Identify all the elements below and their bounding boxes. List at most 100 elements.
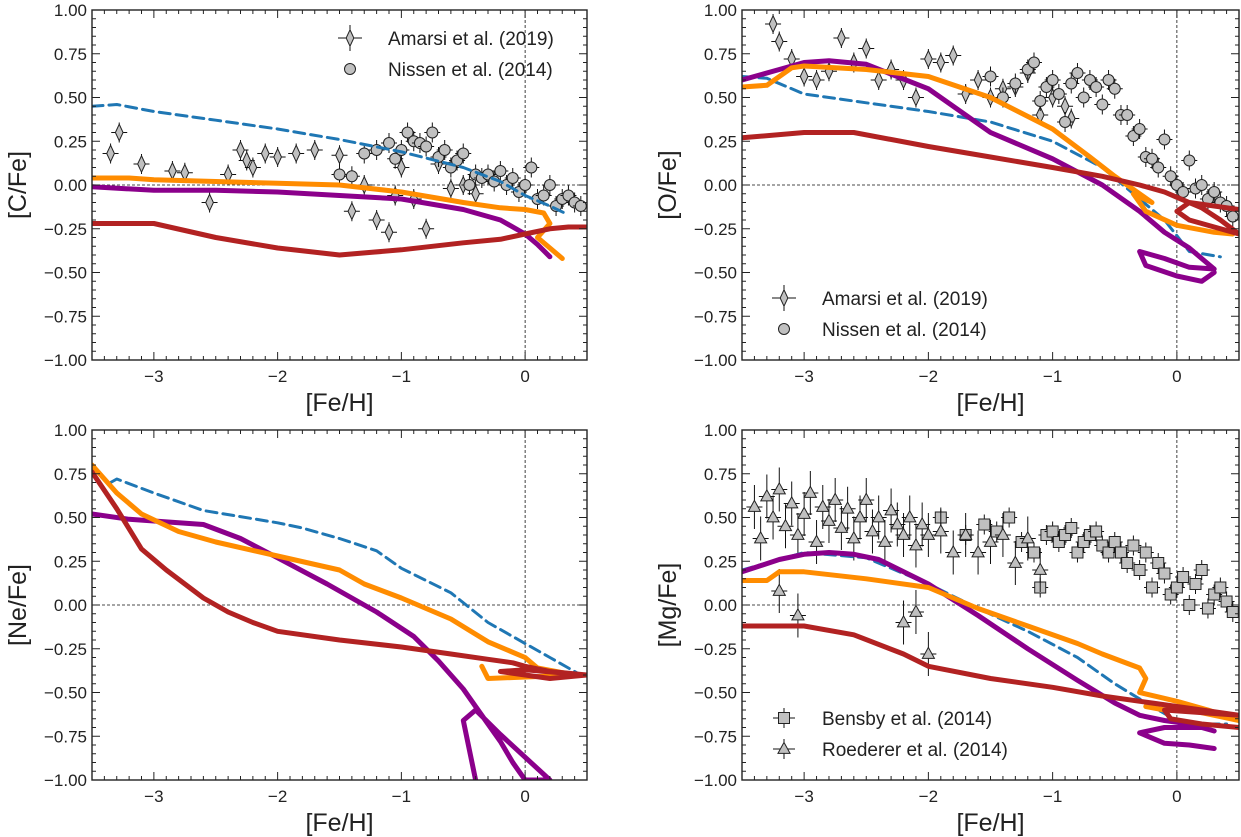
model-curve-purple xyxy=(92,511,553,780)
data-point xyxy=(1121,557,1134,569)
data-point xyxy=(1033,562,1048,575)
data-point xyxy=(1208,186,1221,198)
data-point xyxy=(791,607,805,621)
data-point xyxy=(1052,536,1065,548)
data-point xyxy=(236,140,245,160)
data-point xyxy=(921,527,936,540)
data-point xyxy=(933,523,948,537)
legend-marker xyxy=(777,741,791,754)
y-tick-label: 0.00 xyxy=(704,176,737,195)
legend-label: Bensby et al. (2014) xyxy=(822,709,992,730)
data-point xyxy=(784,495,799,509)
data-point xyxy=(1195,179,1208,191)
plot-area xyxy=(742,467,1239,751)
legend-label: Roederer et al. (2014) xyxy=(822,740,1008,761)
x-axis-label: [Fe/H] xyxy=(956,809,1024,837)
dataset-2 xyxy=(746,467,1049,676)
data-point xyxy=(846,530,861,544)
data-point xyxy=(799,67,809,86)
data-point xyxy=(347,201,357,221)
data-point xyxy=(896,527,911,540)
x-tick-label: −1 xyxy=(1043,367,1062,386)
data-point xyxy=(861,39,871,58)
data-point xyxy=(809,534,824,547)
data-point xyxy=(463,179,476,191)
y-tick-label: 0.75 xyxy=(704,45,737,64)
data-point xyxy=(1127,539,1140,552)
data-point xyxy=(1195,564,1208,576)
y-axis-label: [C/Fe] xyxy=(4,151,32,219)
data-point xyxy=(1208,588,1221,601)
y-axis-label: [Mg/Fe] xyxy=(654,563,682,648)
model-curve-purple xyxy=(92,184,553,260)
model-curve-red xyxy=(742,623,1239,730)
data-point xyxy=(1096,539,1109,552)
data-point xyxy=(1059,529,1072,541)
data-point xyxy=(106,144,115,163)
legend-item: Nissen et al. (2014) xyxy=(344,60,553,81)
model-curve-blue-dashed xyxy=(92,103,570,217)
data-point xyxy=(1201,602,1214,615)
y-tick-label: −1.00 xyxy=(694,771,737,790)
data-point xyxy=(797,506,812,519)
data-point xyxy=(896,614,911,628)
data-point xyxy=(310,140,320,160)
x-axis-label: [Fe/H] xyxy=(956,389,1024,417)
data-point xyxy=(983,534,998,547)
data-point xyxy=(1065,522,1078,534)
data-point xyxy=(1152,557,1165,569)
data-point xyxy=(909,604,923,617)
model-curve-red xyxy=(742,130,1239,237)
data-point xyxy=(1027,56,1040,69)
data-point xyxy=(1034,95,1047,107)
panel-4: −3 −2 −1 0 −1.00 −0.75 −0.50 −0.25 0.00 0.25 0.50 0… xyxy=(654,421,1240,837)
y-tick-label: −0.25 xyxy=(44,640,87,659)
x-tick-label: 0 xyxy=(520,367,529,386)
data-point xyxy=(401,126,414,139)
data-point xyxy=(828,492,843,505)
x-tick-label: −3 xyxy=(144,367,163,386)
y-tick-label: 0.25 xyxy=(704,552,737,571)
data-point xyxy=(759,488,774,502)
data-point xyxy=(877,534,892,547)
data-point xyxy=(389,152,402,165)
data-point xyxy=(948,46,958,65)
legend-marker xyxy=(778,323,790,335)
data-point xyxy=(426,126,439,139)
data-point xyxy=(958,527,973,540)
data-point xyxy=(984,70,997,83)
model-curve-purple xyxy=(742,550,1217,751)
data-point xyxy=(1146,152,1159,165)
data-point xyxy=(1121,109,1134,121)
data-point xyxy=(815,499,830,512)
plot-area xyxy=(92,462,587,780)
data-point xyxy=(791,527,805,540)
data-point xyxy=(840,501,855,514)
data-point xyxy=(768,14,778,34)
panel-2: −3 −2 −1 0 −1.00 −0.75 −0.50 −0.25 0.00 0.25 0.50 0… xyxy=(654,1,1240,417)
data-point xyxy=(774,32,784,51)
data-point xyxy=(973,70,983,90)
data-point xyxy=(915,516,930,530)
data-point xyxy=(766,509,780,523)
x-tick-label: −2 xyxy=(268,787,287,806)
legend: Bensby et al. (2014) Roederer et al. (201… xyxy=(773,708,1008,761)
data-point xyxy=(923,49,933,69)
y-tick-label: −0.50 xyxy=(44,264,87,283)
data-point xyxy=(168,161,177,181)
data-point xyxy=(335,145,344,165)
y-tick-label: −0.25 xyxy=(694,220,737,239)
data-point xyxy=(1177,571,1190,583)
data-point xyxy=(396,158,406,177)
data-point xyxy=(1046,525,1059,538)
data-point xyxy=(137,154,146,174)
legend: Amarsi et al. (2019) Nissen et al. (2014) xyxy=(338,25,554,81)
data-point xyxy=(1008,555,1023,568)
legend-label: Nissen et al. (2014) xyxy=(388,60,553,81)
y-tick-label: 0.75 xyxy=(54,465,87,484)
y-tick-label: −0.50 xyxy=(694,684,737,703)
data-point xyxy=(1102,74,1115,86)
y-tick-label: 0.00 xyxy=(704,596,737,615)
y-tick-label: −0.25 xyxy=(44,220,87,239)
